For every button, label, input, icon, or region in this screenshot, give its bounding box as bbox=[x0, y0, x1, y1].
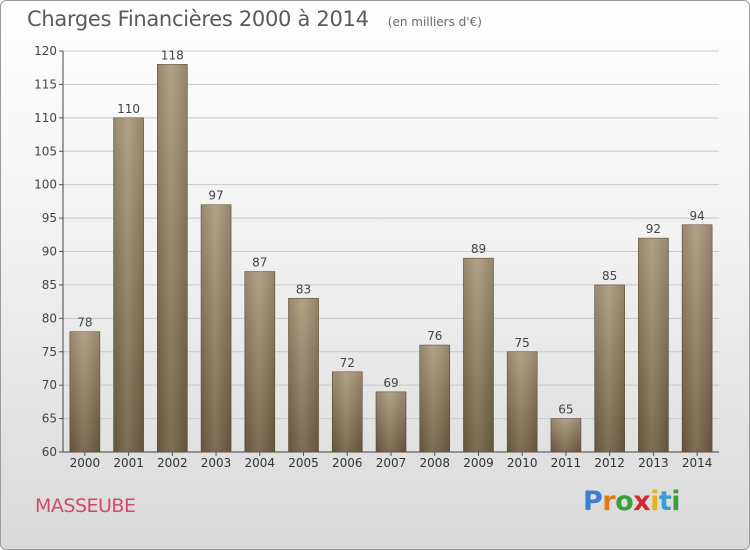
bar-shine bbox=[332, 371, 363, 452]
bar-shine bbox=[69, 331, 100, 452]
title-row: Charges Financières 2000 à 2014 (en mill… bbox=[27, 7, 482, 31]
y-tick-label: 90 bbox=[42, 245, 57, 259]
value-label: 87 bbox=[252, 256, 267, 270]
logo-letter: x bbox=[633, 486, 651, 517]
proxiti-logo: Proxiti bbox=[583, 486, 681, 517]
label-layer: 78 2000 110 2001 118 2002 97 2003 87 2004 83 2005 72… bbox=[70, 48, 713, 470]
value-label: 89 bbox=[471, 242, 486, 256]
y-tick-label: 65 bbox=[42, 412, 57, 426]
chart-subtitle: (en milliers d'€) bbox=[387, 15, 482, 29]
y-tick-label: 60 bbox=[42, 445, 57, 459]
x-tick-label: 2001 bbox=[113, 456, 144, 470]
y-tick-label: 100 bbox=[34, 178, 57, 192]
x-tick-label: 2012 bbox=[594, 456, 625, 470]
x-tick-label: 2013 bbox=[638, 456, 669, 470]
x-tick-label: 2002 bbox=[157, 456, 188, 470]
value-label: 65 bbox=[558, 403, 573, 417]
y-tick-label: 105 bbox=[34, 144, 57, 158]
bar-shine bbox=[288, 298, 319, 452]
chart-title: Charges Financières 2000 à 2014 bbox=[27, 7, 369, 31]
y-tick-label: 95 bbox=[42, 211, 57, 225]
logo-letter: i bbox=[671, 486, 681, 517]
bar-shine bbox=[244, 271, 275, 452]
x-tick-label: 2006 bbox=[332, 456, 363, 470]
x-tick-label: 2010 bbox=[507, 456, 538, 470]
bar-shine bbox=[682, 224, 713, 452]
x-tick-label: 2014 bbox=[682, 456, 713, 470]
value-label: 76 bbox=[427, 329, 442, 343]
y-tick-label: 75 bbox=[42, 345, 57, 359]
y-tick-label: 85 bbox=[42, 278, 57, 292]
x-tick-label: 2003 bbox=[201, 456, 232, 470]
logo-letter: r bbox=[602, 486, 616, 517]
x-tick-label: 2004 bbox=[245, 456, 276, 470]
y-tick-label: 120 bbox=[34, 44, 57, 58]
value-label: 110 bbox=[117, 102, 140, 116]
y-tick-label: 115 bbox=[34, 77, 57, 91]
y-tick-label: 80 bbox=[42, 311, 57, 325]
value-label: 118 bbox=[161, 48, 184, 62]
place-name: MASSEUBE bbox=[35, 495, 136, 517]
x-tick-label: 2008 bbox=[419, 456, 450, 470]
bar-shine bbox=[550, 418, 581, 452]
value-label: 85 bbox=[602, 269, 617, 283]
value-label: 75 bbox=[515, 336, 530, 350]
value-label: 78 bbox=[77, 316, 92, 330]
bar-shine bbox=[638, 238, 669, 452]
y-tick-label: 70 bbox=[42, 378, 57, 392]
x-tick-label: 2011 bbox=[551, 456, 582, 470]
value-label: 92 bbox=[646, 222, 661, 236]
value-label: 83 bbox=[296, 282, 311, 296]
bar-layer bbox=[69, 64, 713, 453]
bar-shine bbox=[594, 284, 625, 452]
value-label: 94 bbox=[689, 209, 704, 223]
bar-shine bbox=[201, 204, 232, 452]
bar-shine bbox=[113, 117, 144, 452]
y-tick-label: 110 bbox=[34, 111, 57, 125]
logo-letter: i bbox=[650, 486, 659, 517]
x-tick-label: 2000 bbox=[70, 456, 101, 470]
value-label: 72 bbox=[340, 356, 355, 370]
x-tick-label: 2007 bbox=[376, 456, 407, 470]
value-label: 97 bbox=[208, 189, 223, 203]
value-label: 69 bbox=[383, 376, 398, 390]
bar-shine bbox=[507, 351, 538, 452]
x-tick-label: 2009 bbox=[463, 456, 494, 470]
x-tick-label: 2005 bbox=[288, 456, 319, 470]
logo-letter: t bbox=[658, 486, 672, 517]
bar-shine bbox=[419, 345, 450, 452]
bar-shine bbox=[463, 258, 494, 452]
bar-shine bbox=[376, 391, 406, 452]
logo-letter: o bbox=[615, 486, 634, 517]
bar-shine bbox=[157, 64, 188, 452]
logo-letter: P bbox=[583, 486, 603, 517]
